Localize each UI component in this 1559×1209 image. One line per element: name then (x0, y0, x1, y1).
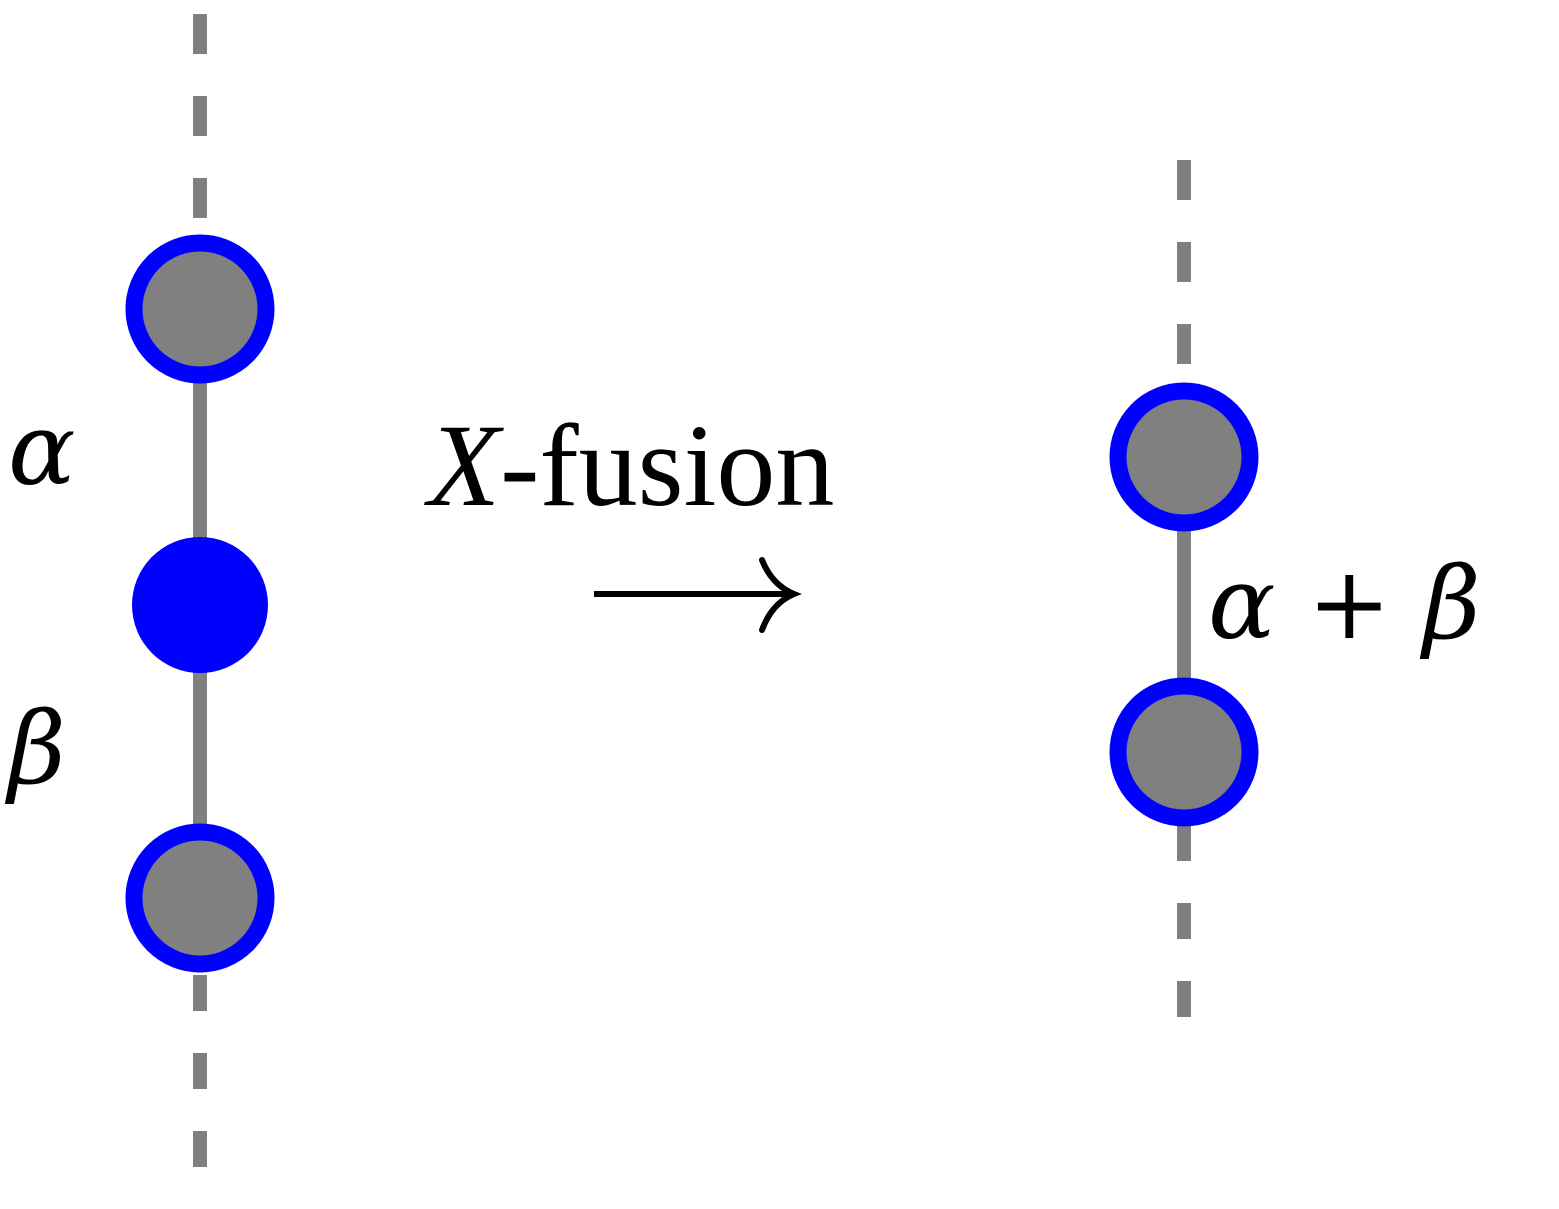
fusion-rule: X-fusion (424, 400, 834, 633)
left-top-node (125, 234, 275, 384)
right-arrow-icon (594, 557, 802, 633)
right-top-node (1109, 382, 1259, 532)
alpha-label: α (8, 391, 76, 508)
fusion-title: X-fusion (424, 400, 834, 531)
right-diagram: α + β (1109, 160, 1481, 1030)
x-symbol: X (424, 400, 504, 531)
left-diagram: α β (4, 14, 275, 1180)
fusion-word: -fusion (500, 400, 834, 531)
left-x-spider (132, 537, 268, 673)
right-bottom-node (1109, 677, 1259, 827)
sum-label: α + β (1208, 545, 1481, 662)
left-bottom-node (125, 823, 275, 973)
beta-label: β (4, 690, 66, 807)
